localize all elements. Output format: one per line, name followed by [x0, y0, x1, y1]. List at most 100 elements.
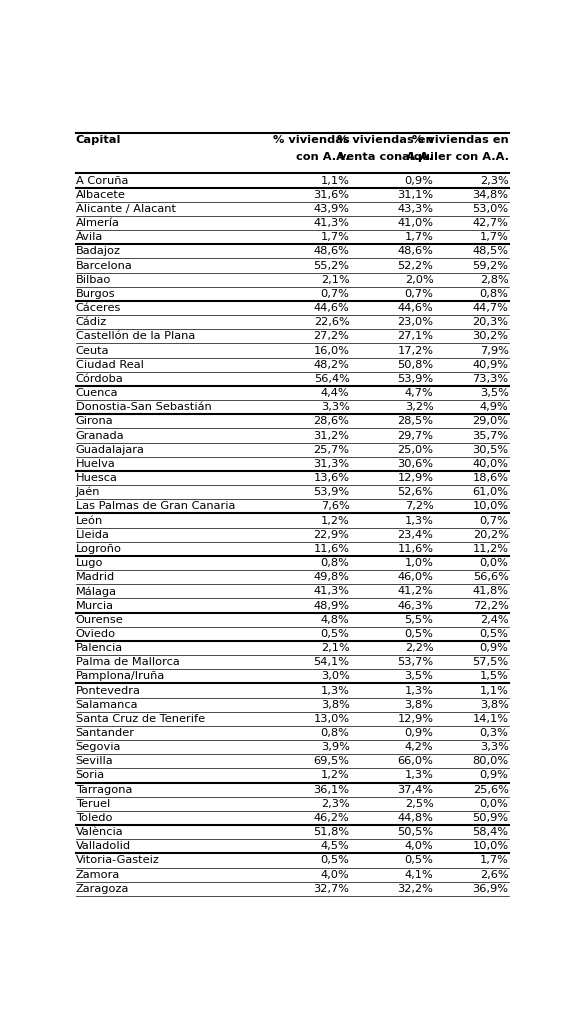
Text: 66,0%: 66,0% — [398, 756, 433, 766]
Text: 4,0%: 4,0% — [321, 869, 349, 880]
Text: 0,8%: 0,8% — [321, 728, 349, 738]
Text: Ciudad Real: Ciudad Real — [76, 360, 144, 370]
Text: Alicante / Alacant: Alicante / Alacant — [76, 204, 176, 214]
Text: 59,2%: 59,2% — [473, 261, 508, 271]
Text: 7,6%: 7,6% — [321, 501, 349, 512]
Text: Guadalajara: Guadalajara — [76, 445, 145, 455]
Text: 3,8%: 3,8% — [405, 700, 433, 710]
Text: 0,8%: 0,8% — [480, 289, 508, 299]
Text: Castellón de la Plana: Castellón de la Plana — [76, 332, 195, 342]
Text: 0,8%: 0,8% — [321, 558, 349, 568]
Text: 0,9%: 0,9% — [480, 643, 508, 653]
Text: Teruel: Teruel — [76, 799, 110, 809]
Text: 1,3%: 1,3% — [405, 685, 433, 696]
Text: 3,9%: 3,9% — [321, 742, 349, 752]
Text: 4,2%: 4,2% — [405, 742, 433, 752]
Text: 1,3%: 1,3% — [405, 770, 433, 780]
Text: 0,9%: 0,9% — [405, 176, 433, 186]
Text: Pontevedra: Pontevedra — [76, 685, 141, 696]
Text: 3,3%: 3,3% — [480, 742, 508, 752]
Text: 1,0%: 1,0% — [405, 558, 433, 568]
Text: 52,6%: 52,6% — [398, 487, 433, 497]
Text: 41,0%: 41,0% — [397, 218, 433, 228]
Text: 0,7%: 0,7% — [321, 289, 349, 299]
Text: 7,2%: 7,2% — [405, 501, 433, 512]
Text: 30,6%: 30,6% — [397, 459, 433, 469]
Text: Cádiz: Cádiz — [76, 317, 107, 328]
Text: Palma de Mallorca: Palma de Mallorca — [76, 657, 180, 667]
Text: Las Palmas de Gran Canaria: Las Palmas de Gran Canaria — [76, 501, 235, 512]
Text: 43,3%: 43,3% — [397, 204, 433, 214]
Text: 11,2%: 11,2% — [473, 544, 508, 554]
Text: 10,0%: 10,0% — [473, 841, 508, 851]
Text: Oviedo: Oviedo — [76, 629, 116, 639]
Text: Barcelona: Barcelona — [76, 261, 132, 271]
Text: 0,9%: 0,9% — [480, 770, 508, 780]
Text: 44,6%: 44,6% — [398, 303, 433, 313]
Text: 46,2%: 46,2% — [314, 813, 349, 823]
Text: 53,0%: 53,0% — [473, 204, 508, 214]
Text: 2,0%: 2,0% — [405, 275, 433, 285]
Text: 30,2%: 30,2% — [473, 332, 508, 342]
Text: 18,6%: 18,6% — [473, 473, 508, 483]
Text: venta con A.A.: venta con A.A. — [340, 153, 433, 163]
Text: 46,3%: 46,3% — [398, 601, 433, 611]
Text: 43,9%: 43,9% — [314, 204, 349, 214]
Text: 23,4%: 23,4% — [398, 530, 433, 540]
Text: 4,7%: 4,7% — [405, 388, 433, 398]
Text: 53,9%: 53,9% — [314, 487, 349, 497]
Text: 1,7%: 1,7% — [480, 233, 508, 243]
Text: Palencia: Palencia — [76, 643, 123, 653]
Text: 22,6%: 22,6% — [314, 317, 349, 328]
Text: 0,0%: 0,0% — [480, 558, 508, 568]
Text: 50,8%: 50,8% — [397, 360, 433, 370]
Text: Huelva: Huelva — [76, 459, 115, 469]
Text: 0,5%: 0,5% — [321, 629, 349, 639]
Text: 4,8%: 4,8% — [321, 615, 349, 625]
Text: 25,6%: 25,6% — [473, 785, 508, 795]
Text: 4,5%: 4,5% — [321, 841, 349, 851]
Text: 41,2%: 41,2% — [398, 586, 433, 596]
Text: 51,8%: 51,8% — [314, 827, 349, 837]
Text: 61,0%: 61,0% — [473, 487, 508, 497]
Text: 50,5%: 50,5% — [397, 827, 433, 837]
Text: 35,7%: 35,7% — [473, 431, 508, 441]
Text: Logroño: Logroño — [76, 544, 121, 554]
Text: 11,6%: 11,6% — [397, 544, 433, 554]
Text: 0,7%: 0,7% — [405, 289, 433, 299]
Text: 3,8%: 3,8% — [480, 700, 508, 710]
Text: 32,7%: 32,7% — [314, 884, 349, 894]
Text: 50,9%: 50,9% — [473, 813, 508, 823]
Text: Ávila: Ávila — [76, 233, 103, 243]
Text: 13,6%: 13,6% — [314, 473, 349, 483]
Text: 53,7%: 53,7% — [397, 657, 433, 667]
Text: 1,7%: 1,7% — [480, 855, 508, 865]
Text: Valladolid: Valladolid — [76, 841, 131, 851]
Text: 5,5%: 5,5% — [405, 615, 433, 625]
Text: Segovia: Segovia — [76, 742, 121, 752]
Text: 48,9%: 48,9% — [314, 601, 349, 611]
Text: Zaragoza: Zaragoza — [76, 884, 129, 894]
Text: Lleida: Lleida — [76, 530, 109, 540]
Text: 40,9%: 40,9% — [473, 360, 508, 370]
Text: Ourense: Ourense — [76, 615, 124, 625]
Text: 2,2%: 2,2% — [405, 643, 433, 653]
Text: 73,3%: 73,3% — [473, 374, 508, 384]
Text: 13,0%: 13,0% — [314, 714, 349, 724]
Text: Donostia-San Sebastián: Donostia-San Sebastián — [76, 402, 211, 412]
Text: Huesca: Huesca — [76, 473, 117, 483]
Text: 41,3%: 41,3% — [314, 218, 349, 228]
Text: 52,2%: 52,2% — [398, 261, 433, 271]
Text: Tarragona: Tarragona — [76, 785, 132, 795]
Text: 3,2%: 3,2% — [405, 402, 433, 412]
Text: Pamplona/Iruña: Pamplona/Iruña — [76, 671, 165, 681]
Text: Cuenca: Cuenca — [76, 388, 118, 398]
Text: 31,6%: 31,6% — [314, 190, 349, 200]
Text: León: León — [76, 516, 103, 526]
Text: 1,2%: 1,2% — [321, 770, 349, 780]
Text: Málaga: Málaga — [76, 586, 117, 596]
Text: 4,4%: 4,4% — [321, 388, 349, 398]
Text: % viviendas en: % viviendas en — [412, 135, 508, 146]
Text: 1,5%: 1,5% — [480, 671, 508, 681]
Text: 55,2%: 55,2% — [314, 261, 349, 271]
